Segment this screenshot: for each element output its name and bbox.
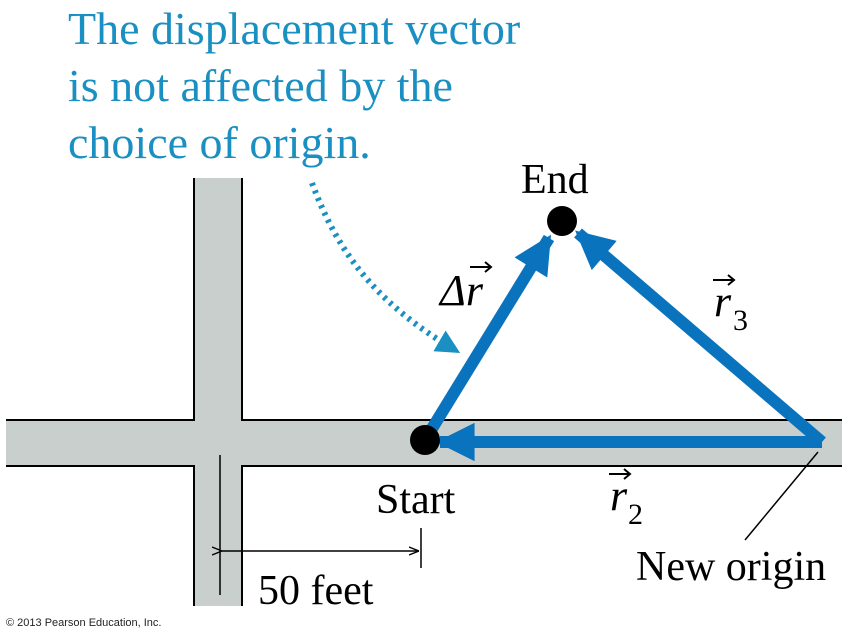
r2-vector-label: r 2 <box>609 468 643 531</box>
distance-label: 50 feet <box>258 568 374 614</box>
distance-dimension: 50 feet <box>220 455 422 614</box>
caption-line-3: choice of origin. <box>68 117 371 168</box>
copyright-notice: © 2013 Pearson Education, Inc. <box>6 617 162 629</box>
new-origin-label: New origin <box>636 544 826 590</box>
r2-subscript: 2 <box>628 498 643 531</box>
curved-pointer-arrow <box>309 181 461 354</box>
end-label: End <box>521 157 589 203</box>
caption-line-2: is not affected by the <box>68 60 453 111</box>
caption-text: The displacement vector is not affected … <box>68 0 520 171</box>
vector-delta-r <box>419 234 555 444</box>
delta-r-text: Δr <box>438 266 484 315</box>
end-point <box>547 206 577 236</box>
r2-overarrow <box>609 468 632 480</box>
delta-r-vector-label: Δr <box>438 261 493 315</box>
r3-overarrow <box>713 274 736 286</box>
r3-vector-label: r 3 <box>713 274 748 337</box>
new-origin-leader <box>744 451 819 541</box>
start-label: Start <box>376 477 456 523</box>
caption-line-1: The displacement vector <box>68 3 521 54</box>
vectors <box>419 228 826 462</box>
road-map <box>6 178 842 606</box>
delta-r-overarrow <box>470 261 493 273</box>
road-edge <box>6 178 842 606</box>
vertical-road <box>194 178 242 606</box>
vector-r3 <box>574 228 826 447</box>
start-point <box>410 425 440 455</box>
r3-text: r <box>714 277 732 326</box>
r3-subscript: 3 <box>733 304 748 337</box>
r2-text: r <box>610 471 628 520</box>
